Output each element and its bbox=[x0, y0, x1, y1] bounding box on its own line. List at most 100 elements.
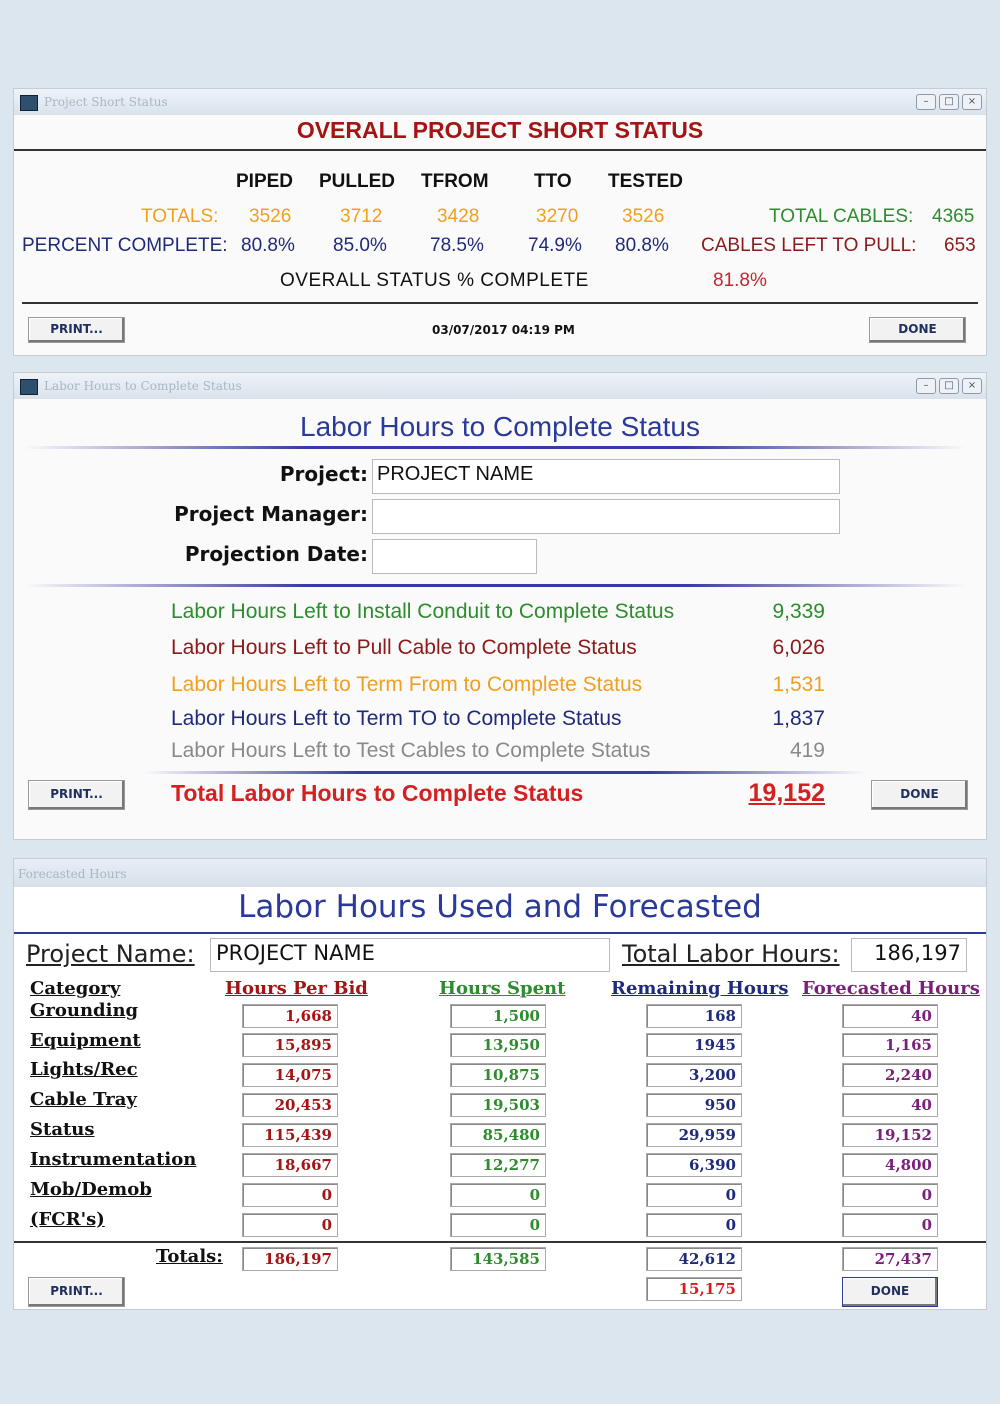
percent-tfrom: 78.5% bbox=[430, 235, 484, 256]
cell-remaining[interactable]: 6,390 bbox=[646, 1153, 742, 1177]
category-grounding: Grounding bbox=[30, 1000, 139, 1021]
col-header-tfrom: TFROM bbox=[421, 171, 489, 192]
total-bid[interactable]: 186,197 bbox=[242, 1247, 338, 1271]
total-tfrom: 3428 bbox=[437, 206, 480, 227]
divider bbox=[14, 149, 986, 151]
divider bbox=[24, 584, 966, 587]
print-button[interactable]: PRINT... bbox=[28, 780, 125, 810]
divider bbox=[22, 302, 978, 304]
cell-spent[interactable]: 12,277 bbox=[450, 1153, 546, 1177]
maximize-icon[interactable]: □ bbox=[939, 378, 959, 394]
cell-spent[interactable]: 85,480 bbox=[450, 1123, 546, 1147]
total-labor-hours-value: 19,152 bbox=[748, 779, 825, 807]
pull-cable-hours-label: Labor Hours Left to Pull Cable to Comple… bbox=[171, 636, 637, 659]
cell-forecasted[interactable]: 19,152 bbox=[842, 1123, 938, 1147]
cell-spent[interactable]: 13,950 bbox=[450, 1033, 546, 1057]
divider bbox=[14, 932, 986, 934]
total-tested: 3526 bbox=[622, 206, 665, 227]
cell-bid[interactable]: 0 bbox=[242, 1183, 338, 1207]
close-icon[interactable]: × bbox=[962, 378, 982, 394]
percent-pulled: 85.0% bbox=[333, 235, 387, 256]
cell-spent[interactable]: 10,875 bbox=[450, 1063, 546, 1087]
total-remaining[interactable]: 42,612 bbox=[646, 1247, 742, 1271]
project-name-field[interactable]: PROJECT NAME bbox=[210, 938, 610, 972]
difference-value[interactable]: 15,175 bbox=[646, 1277, 742, 1301]
cell-bid[interactable]: 20,453 bbox=[242, 1093, 338, 1117]
percent-piped: 80.8% bbox=[241, 235, 295, 256]
remaining-hours-header: Remaining Hours bbox=[611, 978, 789, 999]
done-button[interactable]: DONE bbox=[869, 317, 966, 343]
total-forecasted[interactable]: 27,437 bbox=[842, 1247, 938, 1271]
page-title: OVERALL PROJECT SHORT STATUS bbox=[296, 117, 704, 143]
project-manager-label: Project Manager: bbox=[174, 502, 368, 526]
cell-remaining[interactable]: 29,959 bbox=[646, 1123, 742, 1147]
cell-forecasted[interactable]: 1,165 bbox=[842, 1033, 938, 1057]
cell-forecasted[interactable]: 0 bbox=[842, 1213, 938, 1237]
cell-forecasted[interactable]: 2,240 bbox=[842, 1063, 938, 1087]
cell-bid[interactable]: 18,667 bbox=[242, 1153, 338, 1177]
cell-forecasted[interactable]: 40 bbox=[842, 1093, 938, 1117]
percent-label: PERCENT COMPLETE: bbox=[22, 235, 228, 256]
cell-forecasted[interactable]: 0 bbox=[842, 1183, 938, 1207]
projection-date-label: Projection Date: bbox=[184, 542, 368, 566]
total-spent[interactable]: 143,585 bbox=[450, 1247, 546, 1271]
project-name-label: Project Name: bbox=[26, 940, 195, 968]
title-bar[interactable]: Project Short Status – □ × bbox=[14, 89, 986, 115]
category-header: Category bbox=[30, 978, 121, 999]
cell-bid[interactable]: 14,075 bbox=[242, 1063, 338, 1087]
labor-hours-window: Labor Hours to Complete Status – □ × Lab… bbox=[13, 372, 987, 840]
window-title: Forecasted Hours bbox=[18, 867, 127, 881]
project-manager-field[interactable] bbox=[372, 499, 840, 534]
category-mob-demob: Mob/Demob bbox=[30, 1179, 152, 1200]
cell-remaining[interactable]: 950 bbox=[646, 1093, 742, 1117]
cell-bid[interactable]: 115,439 bbox=[242, 1123, 338, 1147]
overall-status-label: OVERALL STATUS % COMPLETE bbox=[280, 270, 589, 291]
cell-spent[interactable]: 19,503 bbox=[450, 1093, 546, 1117]
col-header-tto: TTO bbox=[534, 171, 572, 192]
hours-spent-header: Hours Spent bbox=[439, 978, 566, 999]
cell-remaining[interactable]: 0 bbox=[646, 1213, 742, 1237]
cell-bid[interactable]: 1,668 bbox=[242, 1004, 338, 1028]
cell-forecasted[interactable]: 4,800 bbox=[842, 1153, 938, 1177]
hours-per-bid-header: Hours Per Bid bbox=[225, 978, 368, 999]
print-button[interactable]: PRINT... bbox=[28, 317, 125, 343]
total-labor-hours-field[interactable]: 186,197 bbox=[851, 938, 967, 972]
print-button[interactable]: PRINT... bbox=[28, 1277, 125, 1307]
cell-spent[interactable]: 0 bbox=[450, 1183, 546, 1207]
conduit-hours-value: 9,339 bbox=[772, 600, 825, 623]
cables-left-value: 653 bbox=[944, 235, 976, 256]
col-header-pulled: PULLED bbox=[319, 171, 395, 192]
page-title: Labor Hours to Complete Status bbox=[300, 411, 700, 442]
totals-label: Totals: bbox=[156, 1246, 223, 1267]
maximize-icon[interactable]: □ bbox=[939, 94, 959, 110]
project-label: Project: bbox=[279, 462, 368, 486]
overall-status-value: 81.8% bbox=[713, 270, 767, 291]
cell-remaining[interactable]: 3,200 bbox=[646, 1063, 742, 1087]
projection-date-field[interactable] bbox=[372, 539, 537, 574]
cell-remaining[interactable]: 168 bbox=[646, 1004, 742, 1028]
title-bar[interactable]: Labor Hours to Complete Status – □ × bbox=[14, 373, 986, 399]
term-from-hours-value: 1,531 bbox=[772, 673, 825, 696]
done-button[interactable]: DONE bbox=[842, 1277, 938, 1307]
done-button[interactable]: DONE bbox=[871, 780, 968, 810]
project-short-status-window: Project Short Status – □ × OVERALL PROJE… bbox=[13, 88, 987, 356]
col-header-tested: TESTED bbox=[608, 171, 683, 192]
minimize-icon[interactable]: – bbox=[916, 378, 936, 394]
cell-remaining[interactable]: 0 bbox=[646, 1183, 742, 1207]
cell-bid[interactable]: 0 bbox=[242, 1213, 338, 1237]
project-field[interactable]: PROJECT NAME bbox=[372, 459, 840, 494]
total-labor-hours-label: Total Labor Hours: bbox=[622, 940, 840, 968]
cell-spent[interactable]: 0 bbox=[450, 1213, 546, 1237]
app-icon bbox=[20, 379, 38, 395]
minimize-icon[interactable]: – bbox=[916, 94, 936, 110]
close-icon[interactable]: × bbox=[962, 94, 982, 110]
cell-bid[interactable]: 15,895 bbox=[242, 1033, 338, 1057]
cell-remaining[interactable]: 1945 bbox=[646, 1033, 742, 1057]
cell-spent[interactable]: 1,500 bbox=[450, 1004, 546, 1028]
category-equipment: Equipment bbox=[30, 1030, 141, 1051]
title-bar[interactable]: Forecasted Hours bbox=[14, 859, 986, 887]
cell-forecasted[interactable]: 40 bbox=[842, 1004, 938, 1028]
datetime-label: 03/07/2017 04:19 PM bbox=[432, 323, 575, 337]
test-cables-hours-value: 419 bbox=[789, 739, 825, 762]
window-title: Labor Hours to Complete Status bbox=[44, 379, 242, 393]
